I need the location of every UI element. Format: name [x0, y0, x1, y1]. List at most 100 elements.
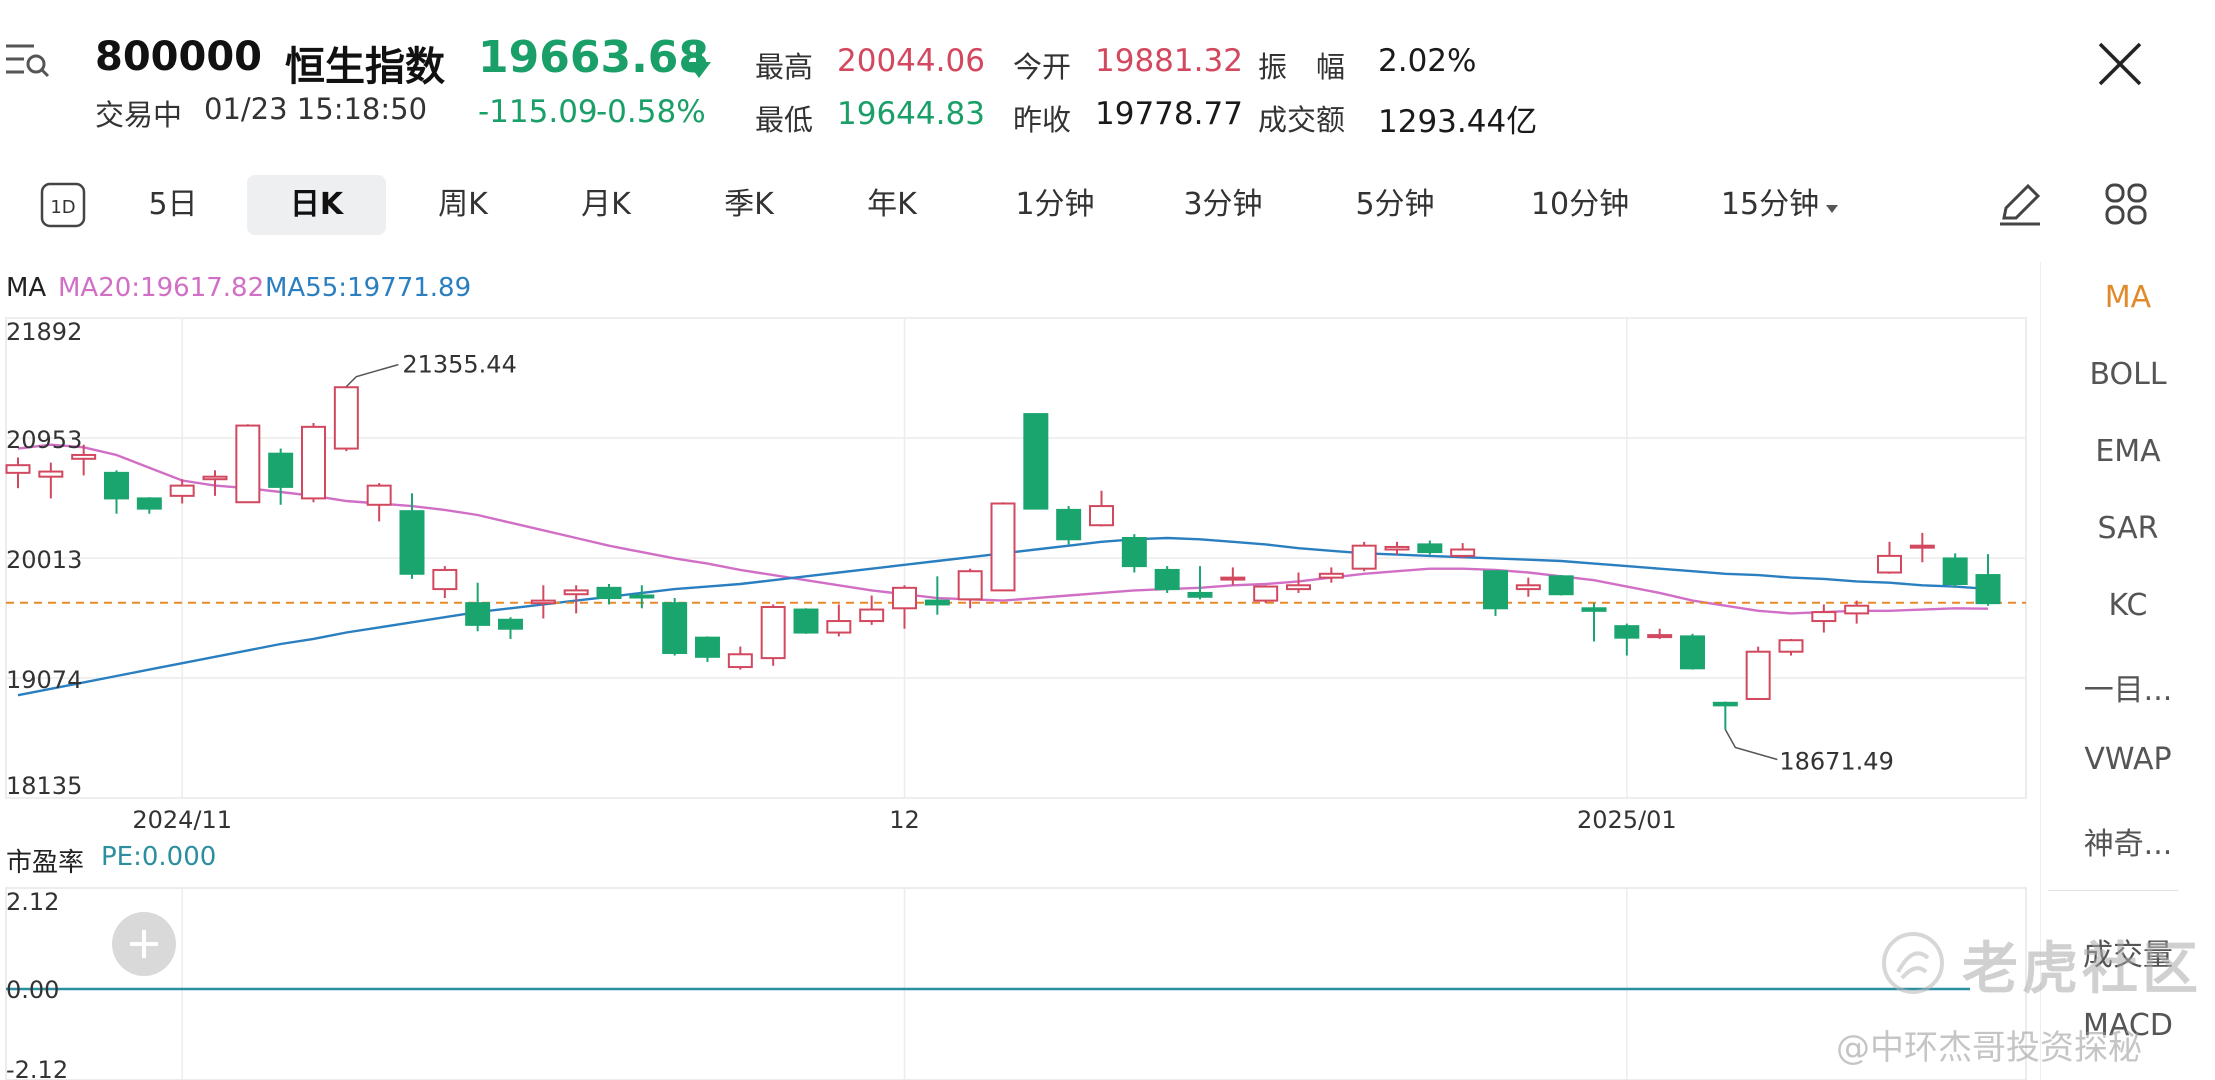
y-tick-4: 19074	[6, 666, 82, 694]
watermark-brand: 老虎社区	[1962, 937, 2202, 1002]
candle-up	[1384, 545, 1410, 551]
pe-y-tick: 0.00	[6, 976, 59, 1004]
candle-up	[301, 425, 326, 500]
candle-down	[1417, 543, 1443, 554]
candle-down	[104, 471, 129, 500]
candle-down	[465, 602, 491, 626]
indicator-volume[interactable]: 成交量	[2083, 938, 2173, 973]
chart-grid	[5, 317, 2027, 799]
trading-datetime: 01/23 15:18:50	[204, 92, 428, 126]
stat-value-high: 20044.06	[837, 43, 985, 79]
tab-daily-k[interactable]: 日K	[247, 175, 386, 235]
candlestick-chart[interactable]: 21892 20953 20013 19074 18135 2024/11 12 2025/0…	[0, 310, 2030, 830]
low-annotation-leader	[1724, 729, 1778, 761]
candle-down	[924, 599, 950, 606]
add-indicator-button[interactable]	[112, 912, 176, 976]
candle-up	[727, 653, 753, 669]
indicator-boll[interactable]: BOLL	[2089, 357, 2167, 392]
indicator-ichimoku[interactable]: 一目...	[2083, 673, 2173, 708]
pencil-icon[interactable]	[1996, 180, 2044, 228]
grid-icon[interactable]	[2104, 182, 2148, 226]
candle-up	[1811, 611, 1837, 623]
tab-quarterly-k[interactable]: 季K	[724, 187, 774, 222]
stat-label-high: 最高	[755, 50, 814, 84]
candle-down	[1548, 575, 1574, 596]
candle-down	[498, 618, 523, 630]
candle-up	[1844, 604, 1870, 615]
tab-monthly-k[interactable]: 月K	[581, 187, 631, 222]
candle-down	[1942, 557, 1968, 585]
candle-down	[1154, 568, 1180, 591]
candle-up	[5, 464, 31, 474]
tab-yearly-k[interactable]: 年K	[867, 187, 917, 222]
indicator-kc[interactable]: KC	[2108, 588, 2148, 623]
tab-15min[interactable]: 15分钟	[1720, 187, 1820, 222]
indicator-ma[interactable]: MA	[2104, 280, 2152, 315]
indicator-sar[interactable]: SAR	[2097, 511, 2159, 546]
pe-grid: 2.12 0.00 -2.12	[5, 887, 2027, 1080]
y-tick-bottom: 18135	[6, 772, 82, 800]
close-icon[interactable]	[2096, 40, 2144, 88]
pe-y-tick: -2.12	[6, 1056, 68, 1080]
tab-5min[interactable]: 5分钟	[1355, 187, 1435, 222]
candle-up	[1089, 505, 1114, 527]
menu-icon[interactable]	[4, 40, 50, 80]
period-1d-icon[interactable]: 1D	[40, 182, 86, 228]
candle-up	[1877, 554, 1902, 574]
stat-value-low: 19644.83	[837, 96, 985, 132]
candle-up	[1778, 639, 1804, 653]
candle-down	[1975, 574, 2001, 605]
tab-10min[interactable]: 10分钟	[1530, 187, 1630, 222]
x-tick-label: 2024/11	[132, 806, 232, 830]
y-tick-2: 20953	[6, 426, 82, 454]
candle-down	[1056, 508, 1082, 541]
tab-5day[interactable]: 5日	[148, 187, 198, 222]
arrow-down-icon	[685, 42, 713, 80]
stat-value-open: 19881.32	[1095, 43, 1243, 79]
candle-down	[596, 586, 622, 600]
chart-axis-labels: 21892 20953 20013 19074 18135 2024/11 12 2025/0…	[6, 318, 1894, 830]
candle-up	[760, 605, 786, 660]
stat-value-amplitude: 2.02%	[1378, 43, 1477, 79]
price-change-pct: -0.58%	[596, 94, 706, 130]
candle-up	[1450, 548, 1476, 557]
indicator-ema[interactable]: EMA	[2095, 434, 2161, 469]
stat-value-turnover: 1293.44亿	[1378, 104, 1538, 140]
y-tick-3: 20013	[6, 546, 82, 574]
candle-up	[859, 608, 885, 623]
candle-up	[1351, 544, 1377, 570]
candle-up	[957, 570, 983, 601]
candle-up	[202, 475, 228, 481]
candle-up	[990, 502, 1016, 592]
indicator-magic[interactable]: 神奇...	[2083, 827, 2173, 862]
period-1d-badge-text: 1D	[50, 197, 75, 218]
stat-label-turnover: 成交额	[1258, 103, 1346, 137]
candle-up	[892, 586, 917, 610]
tab-weekly-k[interactable]: 周K	[438, 187, 488, 222]
candle-down	[268, 452, 294, 488]
candle-up	[1515, 584, 1541, 591]
candle-down	[1581, 607, 1607, 612]
stock-code: 800000	[95, 34, 262, 80]
tab-1min[interactable]: 1分钟	[1015, 187, 1095, 222]
pe-border	[5, 887, 2027, 1080]
tiger-logo-icon	[1880, 930, 1946, 996]
candle-down	[1023, 413, 1049, 510]
pe-chart[interactable]: 2.12 0.00 -2.12	[0, 880, 2030, 1080]
candle-up	[826, 620, 852, 634]
candle-up	[366, 484, 392, 506]
indicator-macd[interactable]: MACD	[2083, 1008, 2173, 1043]
indicator-panel	[2040, 262, 2215, 1080]
candle-down	[1483, 570, 1508, 610]
stat-label-prev-close: 昨收	[1013, 103, 1072, 137]
panel-divider	[2048, 890, 2178, 891]
trading-status: 交易中	[95, 98, 183, 132]
high-annotation-leader	[345, 363, 399, 388]
chevron-down-icon[interactable]	[1824, 200, 1840, 213]
candle-down	[1614, 625, 1640, 639]
pe-y-tick: 2.12	[6, 888, 59, 916]
candle-down	[1121, 537, 1147, 568]
indicator-vwap[interactable]: VWAP	[2084, 742, 2172, 777]
ma55-legend: MA55:19771.89	[265, 273, 472, 303]
tab-3min[interactable]: 3分钟	[1183, 187, 1263, 222]
